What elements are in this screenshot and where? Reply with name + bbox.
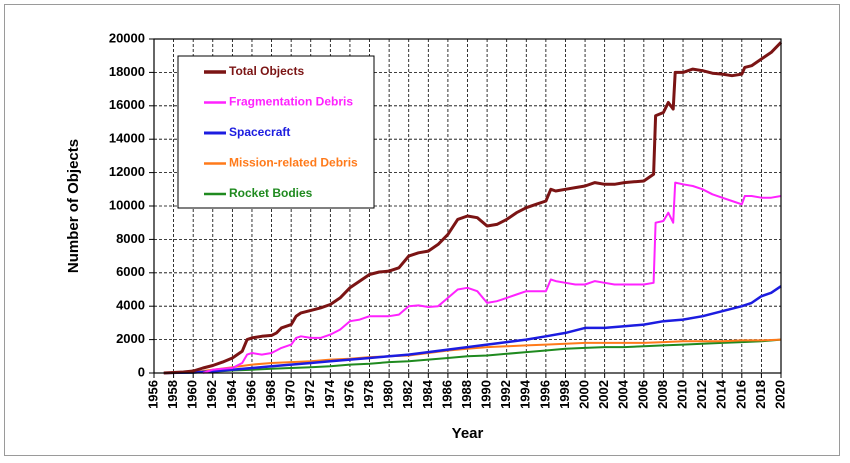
- x-tick-label-1984: 1984: [420, 379, 435, 409]
- y-tick-label-18000: 18000: [109, 64, 145, 79]
- x-tick-label-1958: 1958: [165, 380, 180, 409]
- x-tick-label-1988: 1988: [459, 380, 474, 409]
- y-tick-label-6000: 6000: [116, 264, 145, 279]
- x-tick-label-2004: 2004: [616, 379, 631, 409]
- x-tick-label-2014: 2014: [714, 379, 729, 409]
- x-tick-label-2016: 2016: [733, 380, 748, 409]
- x-tick-label-1982: 1982: [400, 380, 415, 409]
- x-tick-label-1992: 1992: [498, 380, 513, 409]
- x-tick-label-1996: 1996: [537, 380, 552, 409]
- x-tick-label-1978: 1978: [361, 380, 376, 409]
- x-tick-label-2002: 2002: [596, 380, 611, 409]
- y-tick-label-12000: 12000: [109, 164, 145, 179]
- legend-label-2: Spacecraft: [229, 125, 290, 139]
- x-tick-label-1974: 1974: [322, 379, 337, 409]
- series-line-0: [163, 41, 783, 375]
- series-lines: [163, 41, 783, 375]
- x-tick-label-1966: 1966: [243, 380, 258, 409]
- x-tick-label-1956: 1956: [145, 380, 160, 409]
- series-line-1: [202, 181, 782, 374]
- x-tick-label-1990: 1990: [479, 380, 494, 409]
- x-tick-label-1962: 1962: [204, 380, 219, 409]
- legend-label-1: Fragmentation Debris: [229, 95, 353, 109]
- x-tick-label-1994: 1994: [518, 379, 533, 409]
- y-tick-label-0: 0: [138, 364, 145, 379]
- x-tick-label-1972: 1972: [302, 380, 317, 409]
- legend-label-4: Rocket Bodies: [229, 186, 313, 200]
- x-axis-title: Year: [452, 425, 484, 442]
- y-tick-label-2000: 2000: [116, 331, 145, 346]
- series-line-4: [163, 338, 782, 374]
- x-tick-label-1970: 1970: [283, 380, 298, 409]
- x-tick-label-2008: 2008: [655, 380, 670, 409]
- legend-label-3: Mission-related Debris: [229, 156, 358, 170]
- series-line-3: [163, 338, 782, 374]
- x-tick-label-2010: 2010: [674, 380, 689, 409]
- axis-ticks: 1956 1958 1960 1962 1964 1966 1968 1970 1972 1974…: [109, 30, 788, 408]
- x-tick-label-1976: 1976: [341, 380, 356, 409]
- y-tick-label-16000: 16000: [109, 97, 145, 112]
- series-line-2: [163, 285, 782, 375]
- x-tick-label-2020: 2020: [772, 380, 787, 409]
- y-tick-label-14000: 14000: [109, 131, 145, 146]
- x-tick-label-2000: 2000: [577, 380, 592, 409]
- y-axis-title: Number of Objects: [65, 139, 82, 273]
- x-tick-label-1980: 1980: [381, 380, 396, 409]
- x-tick-label-2018: 2018: [753, 380, 768, 409]
- x-tick-label-1968: 1968: [263, 380, 278, 409]
- y-tick-label-20000: 20000: [109, 30, 145, 45]
- legend: Total Objects Fragmentation Debris Spacecr…: [177, 55, 375, 209]
- y-tick-label-10000: 10000: [109, 197, 145, 212]
- x-tick-label-1986: 1986: [439, 380, 454, 409]
- y-tick-label-8000: 8000: [116, 231, 145, 246]
- chart-frame: [4, 4, 840, 456]
- legend-label-0: Total Objects: [229, 64, 304, 78]
- x-tick-label-1964: 1964: [224, 379, 239, 409]
- x-tick-label-1960: 1960: [185, 380, 200, 409]
- y-tick-label-4000: 4000: [116, 298, 145, 313]
- x-tick-label-2006: 2006: [635, 380, 650, 409]
- x-tick-label-2012: 2012: [694, 380, 709, 409]
- x-tick-label-1998: 1998: [557, 380, 572, 409]
